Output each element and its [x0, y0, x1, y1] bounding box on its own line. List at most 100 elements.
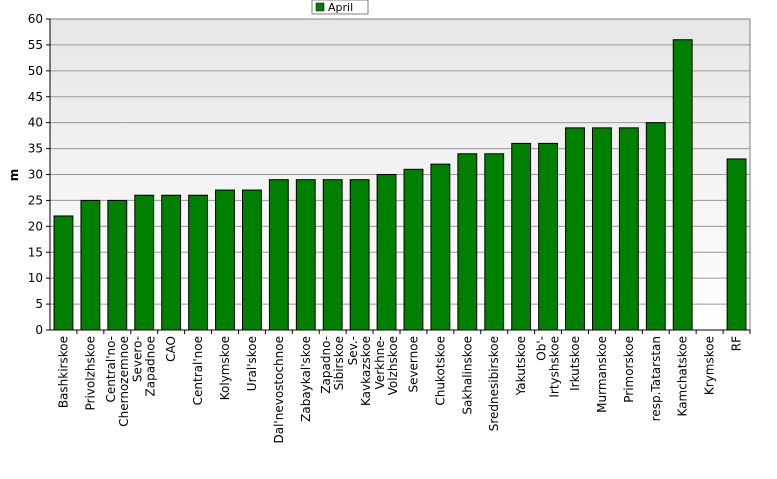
- y-tick-label: 55: [28, 38, 43, 52]
- x-tick-label: resp.Tatarstan: [649, 336, 663, 421]
- svg-text:Bashkirskoe: Bashkirskoe: [56, 336, 70, 408]
- y-tick-label: 15: [28, 245, 43, 259]
- svg-text:Zabaykal'skoe: Zabaykal'skoe: [299, 336, 313, 422]
- legend-label: April: [328, 1, 353, 14]
- svg-text:Sakhalinskoe: Sakhalinskoe: [460, 336, 474, 415]
- legend: April: [311, 0, 369, 15]
- svg-text:Ural'skoe: Ural'skoe: [245, 336, 259, 391]
- x-tick-label: CAO: [164, 336, 178, 362]
- y-tick-label: 40: [28, 116, 43, 130]
- svg-text:CAO: CAO: [164, 336, 178, 362]
- x-tick-label: Kamchatskoe: [676, 336, 690, 416]
- bar: [242, 189, 262, 331]
- x-tick-label: Yakutskoe: [514, 336, 528, 396]
- bar: [538, 142, 559, 331]
- bar: [349, 179, 370, 331]
- svg-text:Sev.-: Sev.-: [346, 336, 360, 365]
- svg-text:Krymskoe: Krymskoe: [703, 336, 717, 395]
- svg-text:Severo-: Severo-: [131, 336, 145, 382]
- svg-text:Ob'-: Ob'-: [535, 336, 549, 361]
- y-tick-label: 60: [28, 12, 43, 26]
- bar: [618, 127, 639, 331]
- bar: [645, 122, 666, 331]
- x-tick-label: Privolzhskoe: [83, 336, 97, 410]
- svg-text:Kamchatskoe: Kamchatskoe: [676, 336, 690, 416]
- x-tick-label: Ural'skoe: [245, 336, 259, 391]
- svg-text:Primorskoe: Primorskoe: [622, 336, 636, 403]
- legend-box: [311, 0, 369, 15]
- bar: [107, 199, 128, 331]
- bar: [726, 158, 747, 331]
- svg-text:Chernozemnoe: Chernozemnoe: [117, 336, 131, 427]
- y-tick-label: 35: [28, 142, 43, 156]
- bar: [161, 194, 182, 331]
- bar: [215, 189, 235, 331]
- svg-text:Zapadnoe: Zapadnoe: [144, 336, 158, 397]
- y-tick-label: 25: [28, 193, 43, 207]
- x-tick-label: Primorskoe: [622, 336, 636, 403]
- y-axis-label: m: [7, 169, 21, 182]
- x-tick-label: Chukotskoe: [433, 336, 447, 406]
- bar: [376, 174, 397, 331]
- x-tick-label: Central'no- Chernozemnoe: [104, 336, 131, 427]
- bar: [511, 142, 532, 331]
- svg-text:Central'no-: Central'no-: [104, 336, 118, 403]
- bar: [188, 194, 208, 331]
- bar: [322, 179, 343, 331]
- svg-text:Verkhne-: Verkhne-: [373, 336, 387, 389]
- bar: [268, 179, 289, 331]
- x-tick-label: Irkutskoe: [568, 336, 582, 391]
- bar: [484, 153, 505, 331]
- svg-text:Sibirskoe: Sibirskoe: [332, 336, 346, 390]
- bar: [134, 194, 155, 331]
- bar: [672, 39, 693, 331]
- svg-text:Kolymskoe: Kolymskoe: [218, 336, 232, 400]
- svg-text:Severnoe: Severnoe: [406, 336, 420, 393]
- x-tick-label: Zabaykal'skoe: [299, 336, 313, 422]
- y-tick-label: 20: [28, 219, 43, 233]
- svg-text:Privolzhskoe: Privolzhskoe: [83, 336, 97, 410]
- svg-text:Murmanskoe: Murmanskoe: [595, 336, 609, 413]
- y-tick-label: 5: [35, 297, 43, 311]
- svg-text:Kavkazskoe: Kavkazskoe: [359, 336, 373, 406]
- x-tick-label: Central'noe: [191, 336, 205, 405]
- bar: [403, 168, 424, 331]
- svg-text:Central'noe: Central'noe: [191, 336, 205, 405]
- x-tick-label: Ob'- Irtyshskoe: [535, 336, 562, 398]
- x-tick-label: Murmanskoe: [595, 336, 609, 413]
- y-tick-label: 50: [28, 64, 43, 78]
- bar: [80, 199, 101, 331]
- x-tick-label: Severnoe: [406, 336, 420, 393]
- x-tick-label: Bashkirskoe: [56, 336, 70, 408]
- svg-text:Zapadno-: Zapadno-: [319, 336, 333, 394]
- svg-text:Irkutskoe: Irkutskoe: [568, 336, 582, 391]
- x-tick-label: Sakhalinskoe: [460, 336, 474, 415]
- svg-text:resp.Tatarstan: resp.Tatarstan: [649, 336, 663, 421]
- bar: [565, 127, 585, 331]
- svg-text:Yakutskoe: Yakutskoe: [514, 336, 528, 396]
- y-tick-label: 45: [28, 90, 43, 104]
- x-tick-label: Zapadno- Sibirskoe: [319, 336, 346, 394]
- svg-text:Volzhskoe: Volzhskoe: [386, 336, 400, 395]
- x-tick-label: Verkhne- Volzhskoe: [373, 336, 400, 395]
- x-tick-label: RF: [730, 336, 744, 351]
- y-tick-label: 30: [28, 168, 43, 182]
- bar: [295, 179, 316, 331]
- y-tick-label: 0: [35, 323, 43, 337]
- x-tick-label: Severo- Zapadnoe: [131, 336, 158, 397]
- svg-text:Srednesibirskoe: Srednesibirskoe: [487, 336, 501, 431]
- bar: [592, 127, 612, 331]
- bar: [457, 153, 478, 331]
- x-tick-label: Sev.- Kavkazskoe: [346, 336, 373, 406]
- svg-text:Irtyshskoe: Irtyshskoe: [548, 336, 562, 398]
- x-tick-label: Krymskoe: [703, 336, 717, 395]
- x-tick-label: Kolymskoe: [218, 336, 232, 400]
- svg-text:Chukotskoe: Chukotskoe: [433, 336, 447, 406]
- svg-text:RF: RF: [730, 336, 744, 351]
- legend-swatch: [315, 2, 325, 12]
- x-tick-label: Srednesibirskoe: [487, 336, 501, 431]
- bar: [430, 163, 451, 331]
- bar: [53, 215, 74, 331]
- x-tick-label: Dal'nevostochnoe: [272, 336, 286, 444]
